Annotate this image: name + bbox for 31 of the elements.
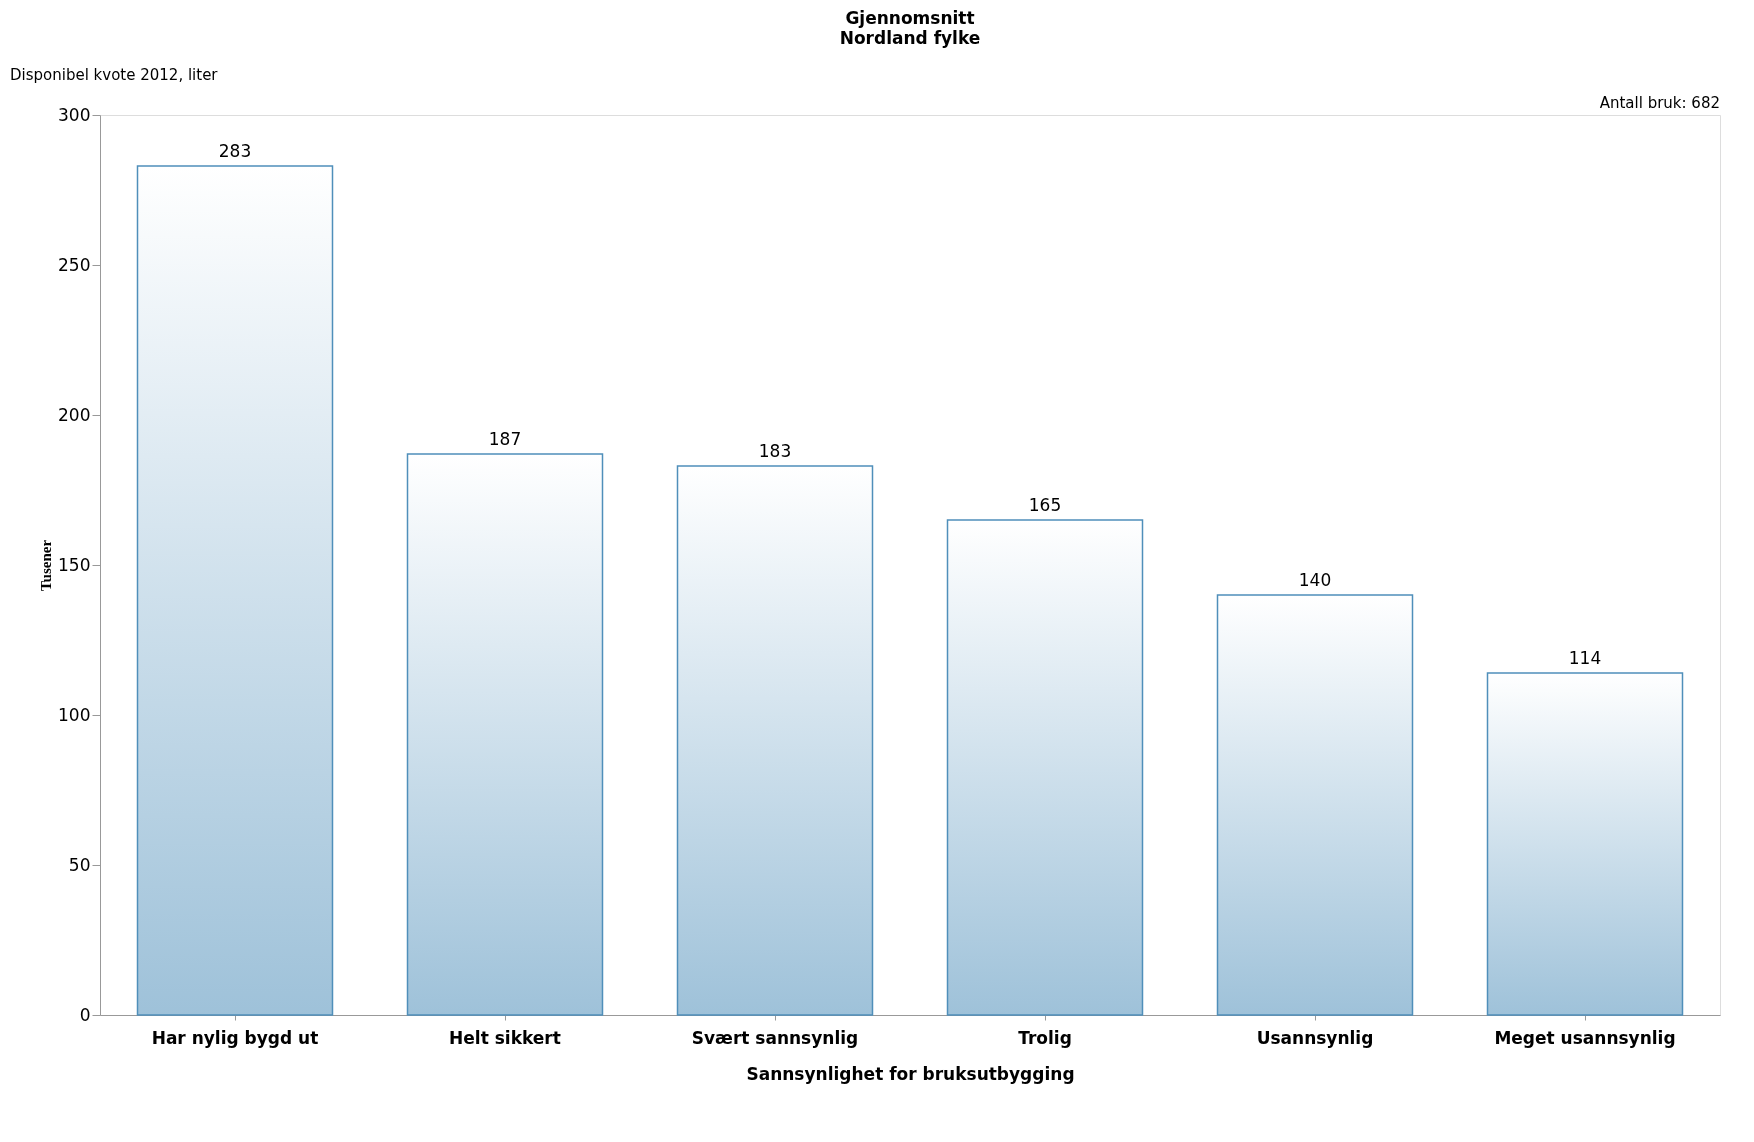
y-tick-label: 150 bbox=[58, 554, 91, 575]
data-label: 283 bbox=[218, 141, 252, 161]
x-axis-title: Sannsynlighet for bruksutbygging bbox=[746, 1063, 1075, 1084]
y-tick-label: 50 bbox=[68, 854, 91, 875]
bar bbox=[406, 453, 604, 1016]
bar bbox=[1486, 672, 1684, 1016]
data-label: 187 bbox=[488, 429, 522, 449]
data-label: 140 bbox=[1298, 570, 1332, 590]
y-tick-label: 300 bbox=[58, 104, 91, 125]
y-tick-label: 200 bbox=[58, 404, 91, 425]
x-tick-label: Meget usannsynlig bbox=[1494, 1027, 1676, 1048]
text: Disponibel kvote 2012, liter bbox=[10, 66, 219, 84]
data-label: 183 bbox=[758, 441, 792, 461]
bar bbox=[1216, 594, 1414, 1016]
bar bbox=[136, 165, 334, 1016]
bar bbox=[946, 519, 1144, 1016]
y-tick-label: 100 bbox=[58, 704, 91, 725]
x-tick-label: Trolig bbox=[1018, 1027, 1072, 1048]
chart-subtitle: Nordland fylke bbox=[839, 28, 981, 48]
x-tick-label: Har nylig bygd ut bbox=[151, 1027, 319, 1048]
text: Antall bruk: 682 bbox=[1599, 94, 1720, 112]
y-tick-label: 0 bbox=[79, 1004, 91, 1025]
bar bbox=[676, 465, 874, 1016]
data-label: 114 bbox=[1568, 648, 1602, 668]
data-label: 165 bbox=[1028, 495, 1062, 515]
y-tick-label: 250 bbox=[58, 254, 91, 275]
y-axis-title: Tusener bbox=[38, 539, 55, 592]
x-tick-label: Usannsynlig bbox=[1256, 1027, 1374, 1048]
x-tick-label: Svært sannsynlig bbox=[691, 1027, 859, 1048]
x-tick-label: Helt sikkert bbox=[449, 1027, 561, 1048]
chart-title: Gjennomsnitt bbox=[845, 8, 975, 28]
